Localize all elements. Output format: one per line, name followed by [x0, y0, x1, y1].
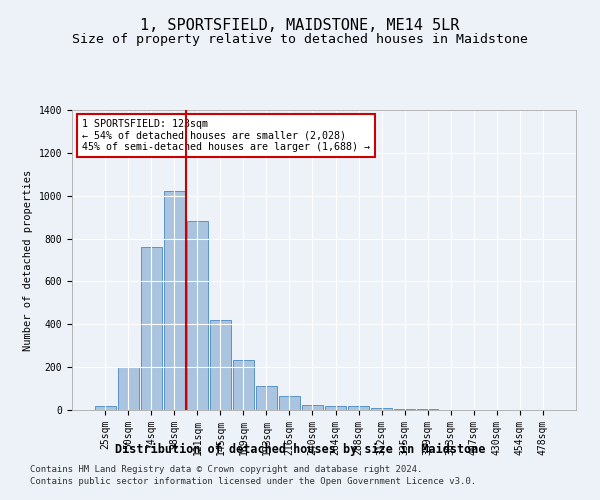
Bar: [95, 406, 116, 410]
Text: Size of property relative to detached houses in Maidstone: Size of property relative to detached ho…: [72, 32, 528, 46]
Bar: [394, 409, 415, 410]
Bar: [302, 404, 323, 410]
Bar: [325, 406, 346, 410]
Bar: [164, 192, 185, 410]
Text: 1, SPORTSFIELD, MAIDSTONE, ME14 5LR: 1, SPORTSFIELD, MAIDSTONE, ME14 5LR: [140, 18, 460, 32]
Bar: [118, 367, 139, 410]
Bar: [279, 396, 300, 410]
Bar: [371, 408, 392, 410]
Bar: [187, 222, 208, 410]
Text: 1 SPORTSFIELD: 123sqm
← 54% of detached houses are smaller (2,028)
45% of semi-d: 1 SPORTSFIELD: 123sqm ← 54% of detached …: [82, 119, 370, 152]
Bar: [141, 247, 161, 410]
Bar: [210, 320, 231, 410]
Bar: [233, 360, 254, 410]
Bar: [256, 386, 277, 410]
Y-axis label: Number of detached properties: Number of detached properties: [23, 170, 33, 350]
Text: Distribution of detached houses by size in Maidstone: Distribution of detached houses by size …: [115, 442, 485, 456]
Text: Contains public sector information licensed under the Open Government Licence v3: Contains public sector information licen…: [30, 476, 476, 486]
Bar: [348, 406, 369, 410]
Text: Contains HM Land Registry data © Crown copyright and database right 2024.: Contains HM Land Registry data © Crown c…: [30, 466, 422, 474]
